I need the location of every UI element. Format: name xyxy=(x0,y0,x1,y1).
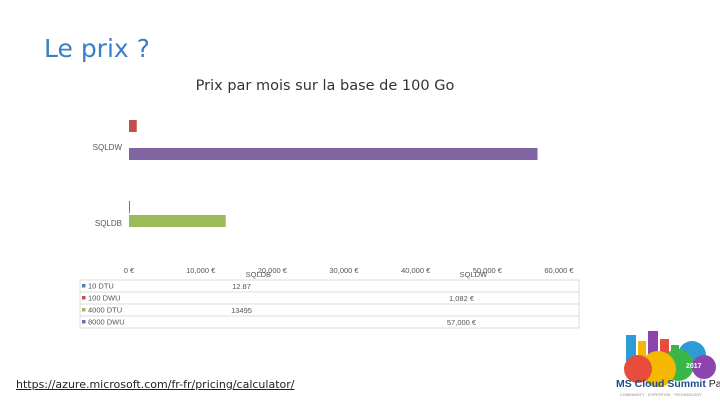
legend-entry: 100 DWU xyxy=(88,294,121,303)
legend-entry: 10 DTU xyxy=(88,282,114,291)
x-tick-label: 0 € xyxy=(124,266,135,275)
legend-swatch xyxy=(82,320,86,324)
bar-sqldb-4000-dtu xyxy=(129,215,226,227)
slide-title: Le prix ? xyxy=(44,34,150,63)
chart-title: Prix par mois sur la base de 100 Go xyxy=(195,78,455,94)
x-tick-label: 60,000 € xyxy=(544,266,574,275)
bar-sqldw-8000-dwu xyxy=(129,148,538,160)
category-label-sqldb: SQLDB xyxy=(95,219,122,228)
legend-swatch xyxy=(82,284,86,288)
ms-cloud-summit-logo xyxy=(624,331,716,387)
x-tick-label: 50,000 € xyxy=(473,266,503,275)
table-cell: 1,082 € xyxy=(449,294,475,303)
x-tick-label: 20,000 € xyxy=(258,266,288,275)
x-tick-label: 10,000 € xyxy=(186,266,216,275)
table-cell: 12.87 xyxy=(232,282,251,291)
bar-sqldb-10-dtu xyxy=(129,201,130,213)
legend-entry: 8000 DWU xyxy=(88,318,125,327)
category-label-sqldw: SQLDW xyxy=(93,143,123,152)
legend-entry: 4000 DTU xyxy=(88,306,122,315)
table-cell: 57,000 € xyxy=(447,318,477,327)
pricing-calculator-link[interactable]: https://azure.microsoft.com/fr-fr/pricin… xyxy=(16,378,295,391)
logo-tagline: COMMUNITY · EXPERTISE · TECHNOLOGY xyxy=(620,392,703,397)
logo-brand: MS Cloud Summit Paris xyxy=(616,378,720,390)
table-cell: 13495 xyxy=(231,306,252,315)
legend-swatch xyxy=(82,308,86,312)
logo-year: 2017 xyxy=(686,363,702,370)
table-column-header: SQLDW xyxy=(460,270,488,279)
x-tick-label: 30,000 € xyxy=(329,266,359,275)
x-tick-label: 40,000 € xyxy=(401,266,431,275)
bar-sqldw-100-dwu xyxy=(129,120,137,132)
legend-swatch xyxy=(82,296,86,300)
table-column-header: SQLDB xyxy=(246,270,271,279)
